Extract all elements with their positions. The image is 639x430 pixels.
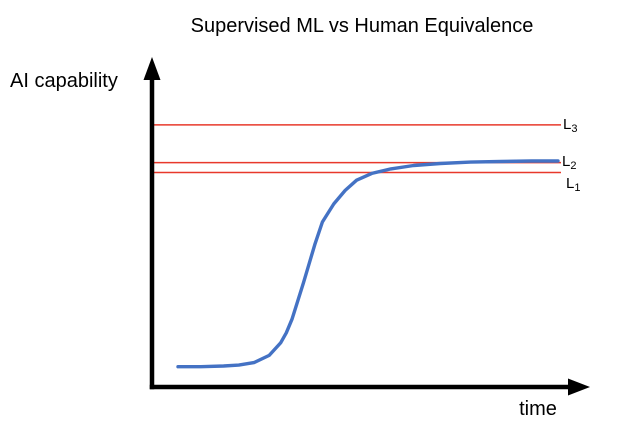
chart-title: Supervised ML vs Human Equivalence [190,15,534,37]
capability-curve [176,159,560,369]
y-axis-label: AI capability [10,70,118,92]
ref-label-l1: L1 [566,175,581,194]
ref-label-l3-base: L [563,116,572,133]
ref-label-l2: L2 [562,153,577,172]
x-axis-arrowhead [568,378,590,396]
ref-label-l2-base: L [562,153,571,170]
ref-label-l3-sub: 3 [571,123,578,135]
ref-label-l3: L3 [563,116,578,135]
ref-label-l2-sub: 2 [570,160,577,172]
ref-label-l1-sub: 1 [574,182,581,194]
ref-label-l1-base: L [566,175,575,192]
x-axis-label: time [519,398,557,420]
y-axis-arrowhead [143,57,161,80]
